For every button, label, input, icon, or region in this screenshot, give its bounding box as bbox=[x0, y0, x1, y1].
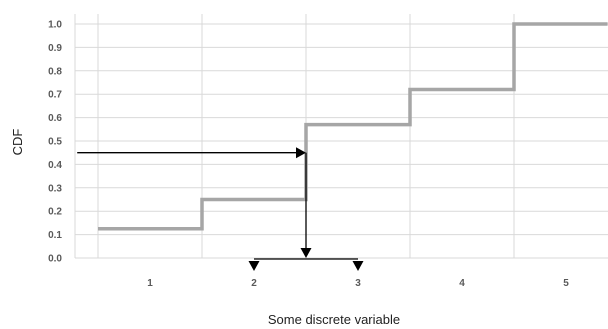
cdf-series bbox=[98, 22, 608, 231]
y-tick-labels: 0.0 0.1 0.2 0.3 0.4 0.5 0.6 0.7 0.8 0.9 1.0 bbox=[48, 20, 62, 265]
y-tick-label: 0.7 bbox=[48, 90, 62, 101]
x-tick-label: 1 bbox=[147, 278, 153, 289]
bracket-arrow-head bbox=[352, 261, 364, 271]
y-tick-label: 1.0 bbox=[48, 20, 62, 31]
y-tick-label: 0.2 bbox=[48, 207, 62, 218]
y-tick-label: 0.8 bbox=[48, 66, 62, 77]
gridlines bbox=[74, 14, 608, 259]
x-tick-label: 2 bbox=[251, 278, 257, 289]
x-tick-label: 3 bbox=[355, 278, 361, 289]
y-tick-label: 0.3 bbox=[48, 183, 62, 194]
annotation-arrows bbox=[77, 147, 364, 271]
y-tick-label: 0.1 bbox=[48, 230, 62, 241]
bracket-arrow-head bbox=[248, 261, 260, 271]
cdf-step-line bbox=[98, 22, 608, 231]
x-axis-title: Some discrete variable bbox=[268, 312, 400, 327]
y-tick-label: 0.0 bbox=[48, 254, 62, 265]
y-tick-label: 0.5 bbox=[48, 137, 62, 148]
x-tick-label: 5 bbox=[563, 278, 569, 289]
horizontal-arrow-head bbox=[296, 147, 306, 159]
y-tick-label: 0.9 bbox=[48, 43, 62, 54]
y-tick-label: 0.4 bbox=[48, 160, 62, 171]
y-tick-label: 0.6 bbox=[48, 113, 62, 124]
y-axis-title: CDF bbox=[10, 129, 25, 156]
x-tick-label: 4 bbox=[459, 278, 465, 289]
vertical-arrow-head bbox=[300, 248, 312, 258]
x-tick-labels: 1 2 3 4 5 bbox=[147, 278, 569, 289]
